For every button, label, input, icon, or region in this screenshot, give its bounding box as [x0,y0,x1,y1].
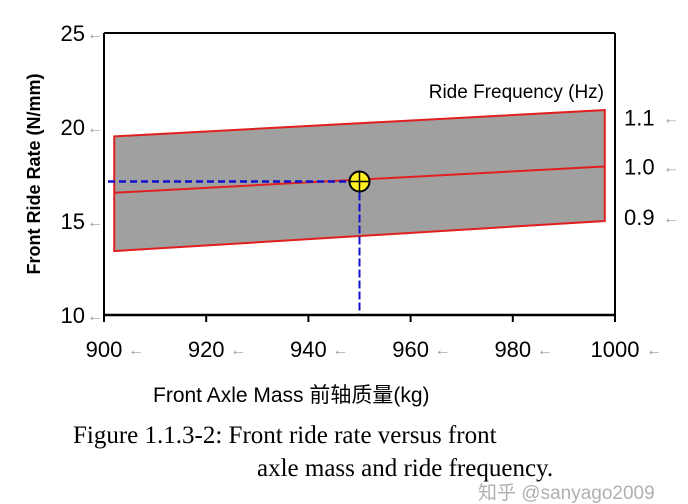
formatting-mark: ← [128,342,144,359]
figure-caption-line2: axle mass and ride frequency. [257,455,554,482]
formatting-mark: ← [663,159,679,176]
x-tick-label: 940 [290,337,327,362]
formatting-mark: ← [663,111,679,128]
formatting-mark: ← [87,26,103,43]
x-tick-label: 960 [392,337,429,362]
formatting-mark: ← [87,214,103,231]
y-tick-label: 25 [61,21,85,46]
y-tick-label: 10 [61,303,85,328]
formatting-mark: ← [332,342,348,359]
formatting-mark: ← [230,342,246,359]
x-tick-label: 1000 [591,337,640,362]
formatting-mark: ← [646,342,662,359]
formatting-mark: ← [435,342,451,359]
y-tick-label: 15 [61,209,85,234]
x-tick-label: 920 [188,337,225,362]
y2-tick-label: 0.9 [624,205,655,230]
y2-tick-label: 1.1 [624,106,655,131]
formatting-mark: ← [87,120,103,137]
x-tick-label: 900 [86,337,123,362]
y-tick-label: 20 [61,115,85,140]
y2-tick-label: 1.0 [624,154,655,179]
formatting-mark: ← [87,308,103,325]
figure-caption-line1: Figure 1.1.3-2: Front ride rate versus f… [73,422,497,449]
x-axis-label: Front Axle Mass 前轴质量(kg) [153,384,430,407]
formatting-mark: ← [537,342,553,359]
formatting-mark: ← [663,210,679,227]
watermark: 知乎 @sanyago2009 [478,483,655,504]
y2-axis-label: Ride Frequency (Hz) [429,82,604,103]
y-axis-label: Front Ride Rate (N/mm) [24,73,44,274]
x-tick-label: 980 [494,337,531,362]
